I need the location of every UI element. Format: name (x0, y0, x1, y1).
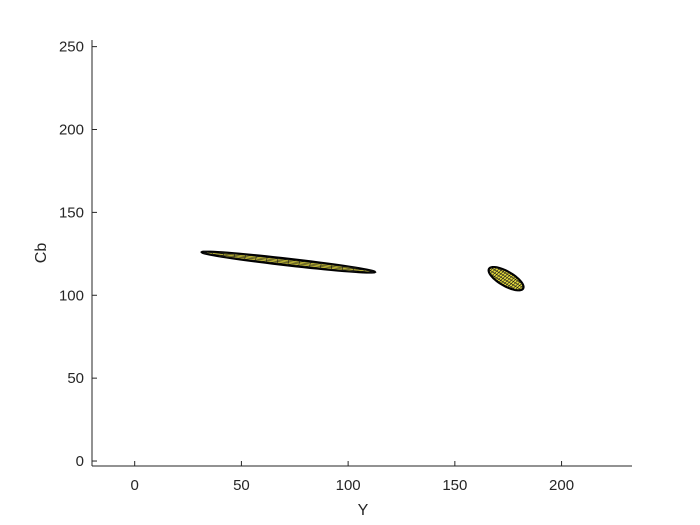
x-tick-label: 50 (233, 477, 250, 494)
mesh-line (203, 252, 374, 273)
mesh-line (352, 267, 354, 272)
mesh-line (203, 251, 374, 272)
mesh-line (219, 251, 359, 269)
mesh-line (488, 266, 495, 273)
y-tick-label: 100 (59, 287, 84, 304)
x-axis-label: Y (358, 502, 369, 519)
mesh-line (489, 267, 498, 275)
y-tick-label: 150 (59, 204, 84, 221)
y-tick-label: 0 (76, 453, 84, 470)
ellipse-mesh (203, 251, 374, 273)
mesh-line (500, 273, 512, 285)
mesh-line (491, 267, 501, 277)
mesh-line (218, 255, 358, 273)
ellipse-2 (487, 265, 525, 292)
mesh-line (498, 272, 510, 283)
data-ellipses (200, 250, 525, 292)
mesh-line (222, 252, 225, 257)
y-ticks: 0 50 100 150 200 250 (59, 39, 97, 470)
mesh-line (490, 267, 524, 289)
axes (91, 40, 632, 467)
mesh-line (495, 267, 523, 285)
x-tick-label: 200 (549, 477, 574, 494)
mesh-line (363, 269, 365, 273)
mesh-line (514, 282, 523, 291)
mesh-line (489, 273, 517, 291)
ellipse-mesh (488, 266, 524, 291)
mesh-line (502, 274, 514, 286)
mesh-line (512, 280, 521, 290)
y-tick-label: 50 (67, 370, 84, 387)
x-tick-label: 100 (336, 477, 361, 494)
y-tick-label: 250 (59, 39, 84, 56)
mesh-line (488, 269, 522, 291)
mesh-line (517, 285, 524, 291)
mesh-line (212, 251, 214, 256)
y-tick-label: 200 (59, 122, 84, 139)
x-ticks: 0 50 100 150 200 (131, 461, 574, 494)
mesh-line (496, 270, 508, 282)
x-tick-label: 0 (131, 477, 139, 494)
y-axis-label: Cb (33, 243, 50, 264)
ellipse-1 (200, 250, 377, 274)
x-tick-label: 150 (442, 477, 467, 494)
mesh-line (504, 276, 516, 287)
